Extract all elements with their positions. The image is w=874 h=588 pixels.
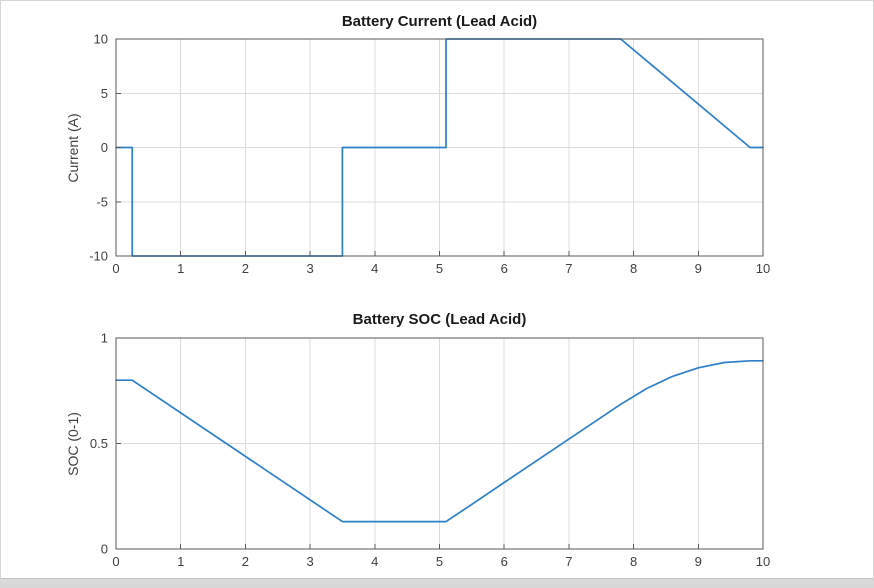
x-tick-label: 0 xyxy=(112,554,119,569)
x-tick-label: 0 xyxy=(112,261,119,276)
x-tick-label: 8 xyxy=(630,261,637,276)
x-tick-label: 6 xyxy=(501,554,508,569)
window-bottom-edge xyxy=(1,578,873,587)
soc-chart-title: Battery SOC (Lead Acid) xyxy=(352,311,527,328)
y-tick-label: 1 xyxy=(101,331,108,346)
x-tick-label: 10 xyxy=(756,554,770,569)
x-tick-label: 5 xyxy=(436,554,443,569)
x-tick-label: 9 xyxy=(695,261,702,276)
x-tick-label: 7 xyxy=(565,261,572,276)
y-tick-label: 5 xyxy=(101,86,108,101)
x-tick-label: 4 xyxy=(371,261,378,276)
x-tick-label: 8 xyxy=(630,554,637,569)
x-tick-label: 5 xyxy=(436,261,443,276)
x-tick-label: 10 xyxy=(756,261,770,276)
y-tick-label: 10 xyxy=(94,32,108,47)
series-line-battery-soc xyxy=(115,359,764,523)
y-tick-label: -5 xyxy=(96,194,108,209)
x-tick-label: 9 xyxy=(695,554,702,569)
y-tick-label: 0 xyxy=(101,542,108,557)
x-tick-label: 3 xyxy=(306,261,313,276)
x-tick-label: 1 xyxy=(177,261,184,276)
x-tick-label: 1 xyxy=(177,554,184,569)
series-line-battery-current xyxy=(115,38,764,257)
x-tick-label: 4 xyxy=(371,554,378,569)
x-tick-label: 3 xyxy=(306,554,313,569)
x-tick-label: 6 xyxy=(501,261,508,276)
y-tick-label: -10 xyxy=(89,249,108,264)
x-tick-label: 7 xyxy=(565,554,572,569)
current-chart-canvas: 0 1 2 3 4 5 6 7 8 9 10 -10 -5 0 5 10 xyxy=(89,32,770,277)
y-tick-label: 0 xyxy=(101,140,108,155)
y-tick-label: 0.5 xyxy=(90,436,108,451)
x-tick-label: 2 xyxy=(242,261,249,276)
soc-chart-canvas: 0 1 2 3 4 5 6 7 8 9 10 0 0.5 1 xyxy=(90,331,770,570)
current-chart: Battery Current (Lead Acid) Current (A) … xyxy=(1,1,873,296)
current-chart-title: Battery Current (Lead Acid) xyxy=(341,13,538,30)
x-tick-label: 2 xyxy=(242,554,249,569)
